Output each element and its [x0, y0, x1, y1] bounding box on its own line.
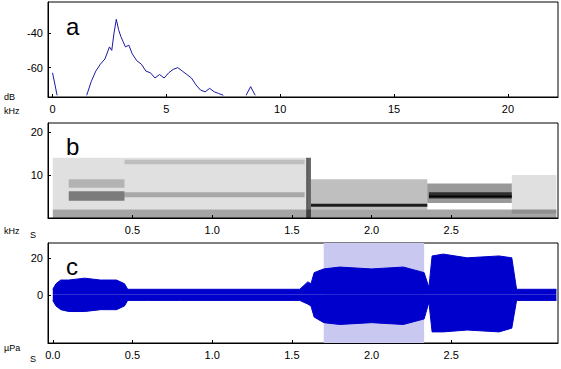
svg-text:10: 10	[274, 103, 286, 115]
svg-text:2.0: 2.0	[364, 224, 379, 236]
svg-text:c: c	[66, 253, 78, 280]
svg-text:0.0: 0.0	[45, 349, 60, 361]
svg-text:1.0: 1.0	[205, 224, 220, 236]
svg-text:b: b	[66, 133, 79, 160]
svg-text:-60: -60	[27, 62, 43, 74]
svg-text:0.5: 0.5	[125, 349, 140, 361]
svg-text:20: 20	[502, 103, 514, 115]
svg-text:S: S	[30, 354, 36, 364]
svg-text:10: 10	[31, 169, 43, 181]
svg-text:1.5: 1.5	[284, 349, 299, 361]
svg-text:S: S	[30, 230, 36, 240]
svg-text:0.5: 0.5	[125, 224, 140, 236]
svg-text:20: 20	[31, 126, 43, 138]
svg-text:1.0: 1.0	[205, 349, 220, 361]
svg-text:15: 15	[388, 103, 400, 115]
svg-text:-40: -40	[27, 27, 43, 39]
svg-text:µPa: µPa	[4, 343, 20, 353]
svg-text:20: 20	[31, 252, 43, 264]
svg-text:kHz: kHz	[4, 106, 20, 116]
svg-text:dB: dB	[4, 92, 15, 102]
svg-text:0: 0	[49, 103, 55, 115]
svg-text:2.5: 2.5	[444, 349, 459, 361]
svg-text:1.5: 1.5	[284, 224, 299, 236]
svg-text:2.0: 2.0	[364, 349, 379, 361]
svg-text:5: 5	[163, 103, 169, 115]
svg-text:2.5: 2.5	[444, 224, 459, 236]
svg-text:0: 0	[37, 289, 43, 301]
svg-text:a: a	[66, 13, 80, 40]
svg-text:kHz: kHz	[4, 226, 20, 236]
